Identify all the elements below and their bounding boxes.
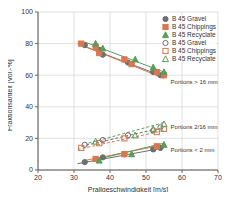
- svg-text:20: 20: [34, 174, 42, 181]
- svg-text:60: 60: [178, 174, 186, 181]
- svg-text:Portions 2/16 mm: Portions 2/16 mm: [171, 124, 218, 130]
- html-text:B 45 Chippings: B 45 Chippings: [171, 23, 216, 30]
- svg-text:60: 60: [25, 72, 33, 79]
- svg-text:50: 50: [142, 174, 150, 181]
- svg-text:100: 100: [21, 8, 33, 15]
- svg-text:30: 30: [70, 174, 78, 181]
- html-text:B 45 Recyclate: B 45 Recyclate: [171, 55, 216, 62]
- svg-text:70: 70: [214, 174, 222, 181]
- svg-text:Prallgeschwindigkeit [m/s]: Prallgeschwindigkeit [m/s]: [88, 186, 169, 192]
- svg-text:20: 20: [25, 135, 33, 142]
- html-text:B 45 Chippings: B 45 Chippings: [171, 47, 216, 54]
- svg-text:40: 40: [25, 103, 33, 110]
- svg-text:Portions < 2 mm: Portions < 2 mm: [171, 147, 215, 153]
- svg-text:0: 0: [29, 166, 33, 173]
- html-text:B 45 Gravel: B 45 Gravel: [171, 39, 207, 46]
- svg-text:Portions > 16 mm: Portions > 16 mm: [171, 79, 218, 85]
- svg-text:Fraktionsanteil [Vol.-%]: Fraktionsanteil [Vol.-%]: [8, 59, 14, 131]
- html-text:B 45 Gravel: B 45 Gravel: [171, 15, 207, 22]
- html-text:B 45 Recyclate: B 45 Recyclate: [171, 31, 216, 38]
- svg-text:40: 40: [106, 174, 114, 181]
- svg-text:80: 80: [25, 40, 33, 47]
